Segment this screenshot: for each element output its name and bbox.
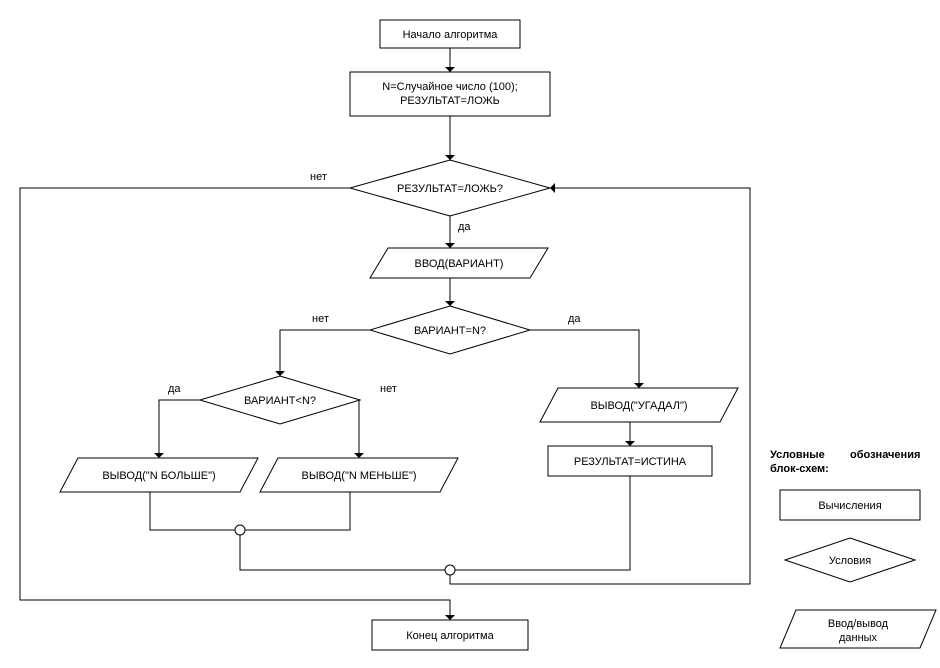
svg-text:нет: нет [310, 171, 327, 183]
svg-text:РЕЗУЛЬТАТ=ЛОЖЬ: РЕЗУЛЬТАТ=ЛОЖЬ [400, 95, 500, 107]
svg-text:блок-схем:: блок-схем: [770, 463, 829, 475]
svg-text:РЕЗУЛЬТАТ=ЛОЖЬ?: РЕЗУЛЬТАТ=ЛОЖЬ? [397, 183, 503, 195]
svg-text:РЕЗУЛЬТАТ=ИСТИНА: РЕЗУЛЬТАТ=ИСТИНА [574, 456, 687, 468]
svg-text:нет: нет [312, 313, 329, 325]
junction [235, 525, 245, 535]
svg-text:ВЫВОД("УГАДАЛ"): ВЫВОД("УГАДАЛ") [590, 400, 687, 412]
svg-text:ВЫВОД("N БОЛЬШЕ"): ВЫВОД("N БОЛЬШЕ") [102, 470, 215, 482]
svg-text:Ввод/вывод: Ввод/вывод [828, 618, 889, 630]
svg-text:Конец алгоритма: Конец алгоритма [406, 630, 494, 642]
svg-text:ВВОД(ВАРИАНТ): ВВОД(ВАРИАНТ) [415, 258, 504, 270]
svg-text:нет: нет [380, 383, 397, 395]
svg-text:ВАРИАНТ=N?: ВАРИАНТ=N? [414, 325, 486, 337]
svg-text:Начало алгоритма: Начало алгоритма [403, 29, 499, 41]
svg-text:да: да [168, 383, 181, 395]
svg-text:да: да [568, 313, 581, 325]
svg-text:Вычисления: Вычисления [818, 500, 881, 512]
svg-text:обозначения: обозначения [850, 449, 920, 461]
junction [445, 565, 455, 575]
legend-title: Условные [770, 449, 825, 461]
svg-text:ВАРИАНТ<N?: ВАРИАНТ<N? [244, 395, 316, 407]
svg-text:N=Случайное число (100);: N=Случайное число (100); [382, 81, 517, 93]
svg-text:данных: данных [839, 632, 878, 644]
svg-text:Условия: Условия [829, 555, 871, 567]
svg-text:да: да [458, 221, 471, 233]
svg-text:ВЫВОД("N МЕНЬШЕ"): ВЫВОД("N МЕНЬШЕ") [301, 470, 416, 482]
